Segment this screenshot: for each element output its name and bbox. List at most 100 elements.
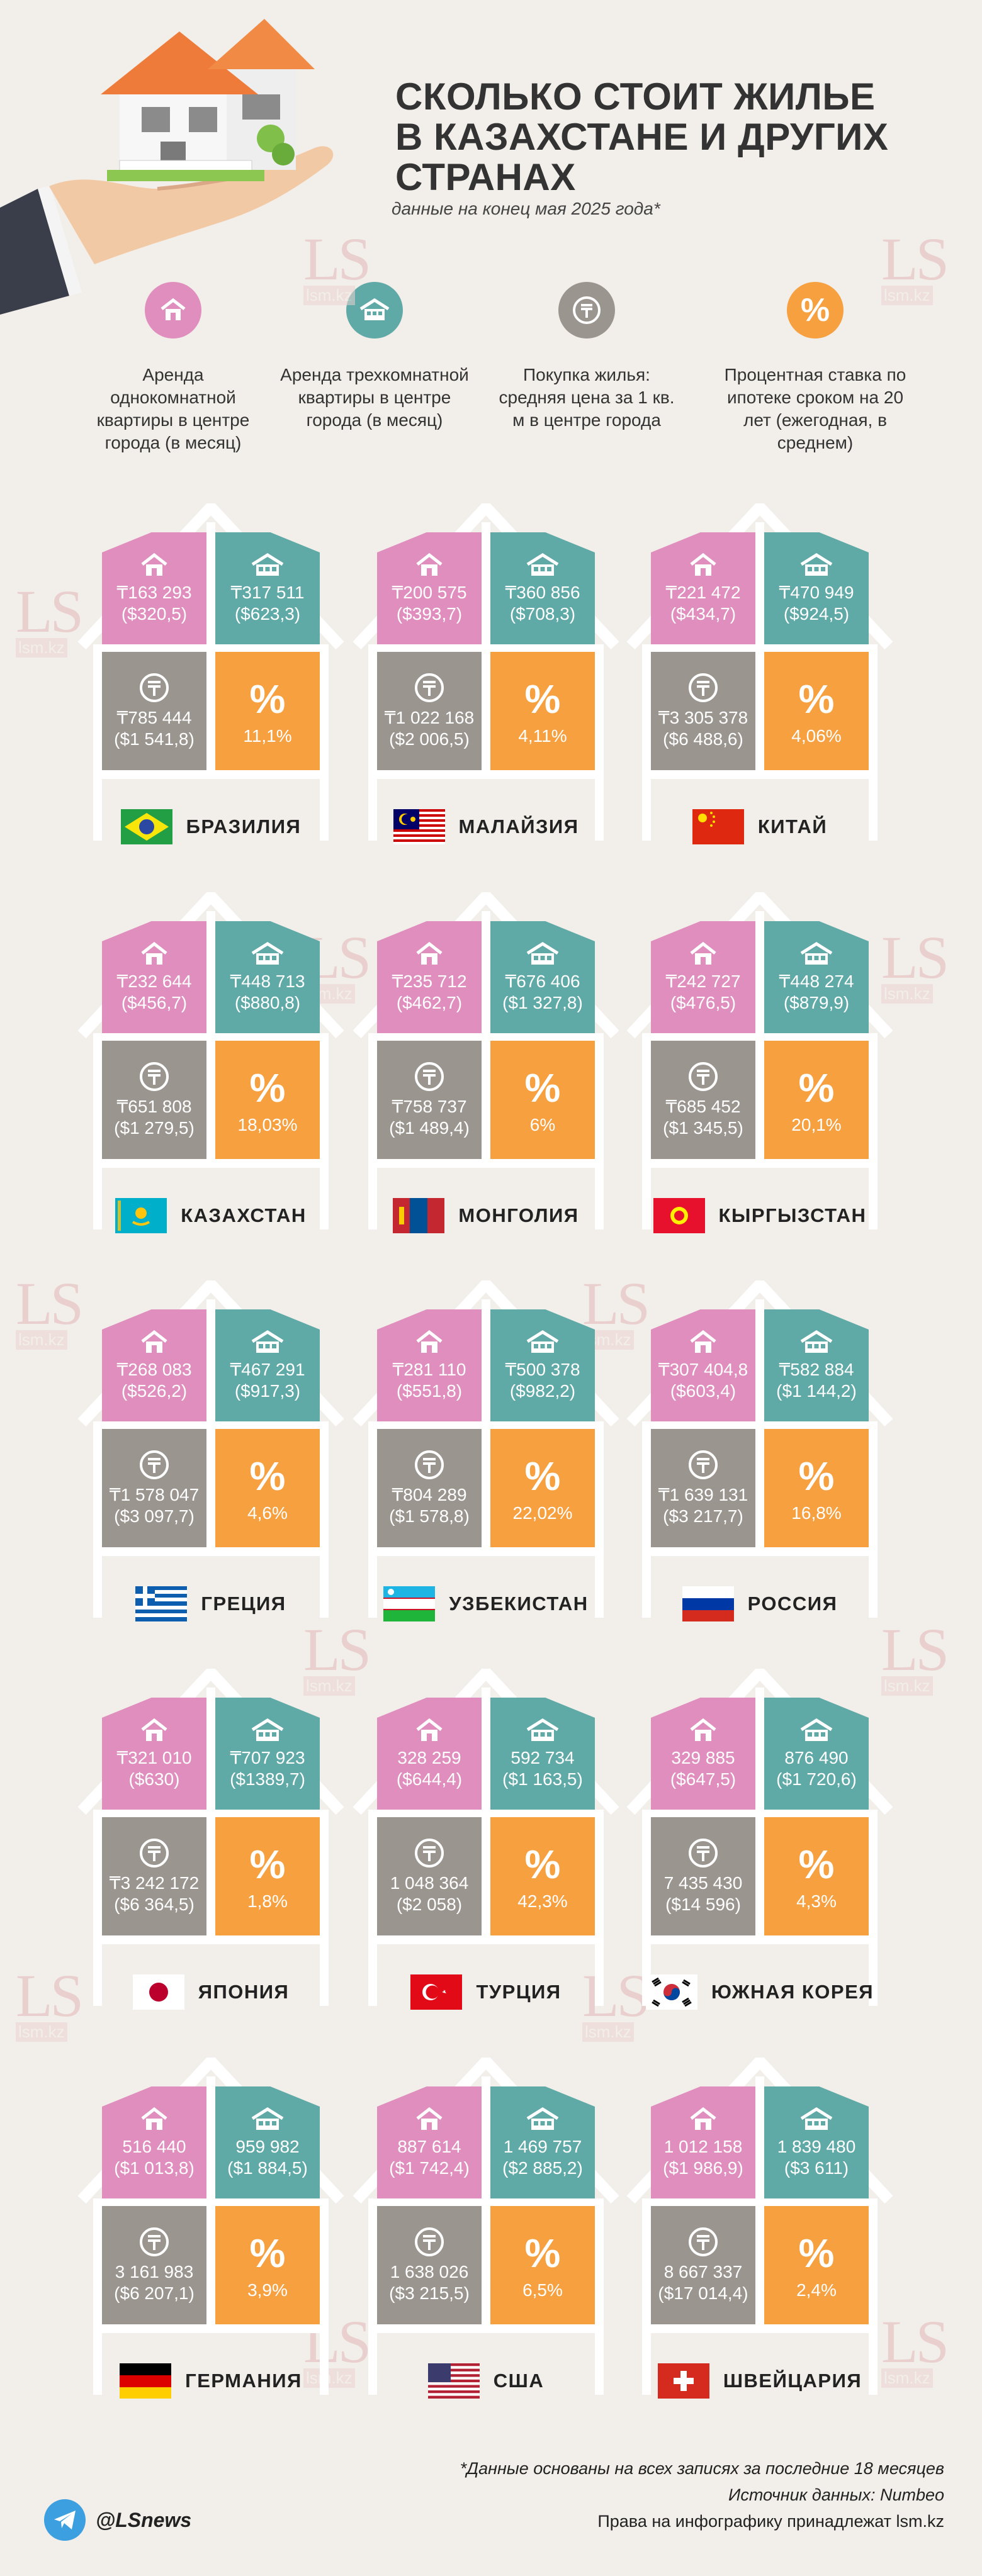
watermark-ls: LS <box>16 1962 84 2029</box>
buy-price-per-sqm: 7 435 430 ($14 596) <box>651 1817 755 1935</box>
rent-three-room: ₸582 884 ($1 144,2) <box>764 1309 869 1421</box>
country-label: ТУРЦИЯ <box>349 1974 623 2010</box>
house-small-icon <box>141 552 167 576</box>
buy-price-kzt: ₸3 242 172 <box>109 1873 200 1893</box>
flag-russia-icon <box>682 1586 748 1621</box>
rent-three-room-usd: ($1 327,8) <box>502 993 583 1012</box>
buy-price-usd: ($1 578,8) <box>389 1506 470 1526</box>
house-small-icon <box>416 941 443 965</box>
buy-price-kzt: 1 048 364 <box>390 1873 469 1893</box>
house-small-icon <box>690 2107 716 2130</box>
rent-three-room: ₸470 949 ($924,5) <box>764 532 869 644</box>
title-line-3: странах <box>395 156 576 198</box>
buy-price-kzt: 7 435 430 <box>663 1873 743 1893</box>
buy-price-usd: ($1 489,4) <box>389 1118 470 1138</box>
rent-one-room: ₸242 727 ($476,5) <box>651 921 755 1033</box>
telegram-link[interactable]: @LSnews <box>44 2499 191 2541</box>
rent-three-room-usd: ($3 611) <box>784 2158 849 2178</box>
country-card-mongolia: ₸235 712 ($462,7) ₸676 406 ($1 327,8) ₸758 7… <box>349 892 623 1238</box>
tenge-coin-icon <box>415 673 444 702</box>
rent-three-room: 1 469 757 ($2 885,2) <box>490 2086 595 2198</box>
legend-text: Аренда однокомнатной квартиры в центре г… <box>96 365 250 452</box>
buy-price-kzt: ₸785 444 <box>116 708 192 727</box>
house-large-icon <box>800 553 833 576</box>
mortgage-rate-value: 42,3% <box>517 1891 568 1911</box>
rent-three-room-usd: ($623,3) <box>234 604 301 624</box>
rent-one-room-kzt: ₸235 712 <box>392 972 467 991</box>
country-name: РОССИЯ <box>747 1593 838 1615</box>
flag-switzerland-icon <box>657 2363 723 2399</box>
house-large-icon <box>800 1330 833 1353</box>
rent-three-room-kzt: 1 469 757 <box>503 2137 582 2156</box>
rent-one-room-kzt: 329 885 <box>671 1748 735 1767</box>
rent-one-room-kzt: ₸221 472 <box>665 583 741 602</box>
buy-price-usd: ($1 279,5) <box>114 1118 195 1138</box>
percent-icon: % <box>524 1453 561 1499</box>
tenge-coin-icon <box>689 2227 718 2256</box>
legend-one-room: Аренда однокомнатной квартиры в центре г… <box>79 282 268 454</box>
rent-one-room-usd: ($526,2) <box>121 1381 188 1401</box>
house-small-icon <box>141 1718 167 1741</box>
percent-icon: % <box>524 676 561 722</box>
country-label: ЯПОНИЯ <box>74 1974 347 2010</box>
rent-three-room-usd: ($1 163,5) <box>502 1769 583 1789</box>
rent-one-room-kzt: ₸242 727 <box>665 972 741 991</box>
rent-three-room-kzt: 592 734 <box>511 1748 575 1767</box>
rent-one-room-kzt: ₸321 010 <box>116 1748 192 1767</box>
rent-three-room-kzt: ₸360 856 <box>505 583 580 602</box>
country-label: МАЛАЙЗИЯ <box>349 809 623 844</box>
hero-illustration <box>0 0 353 315</box>
house-small-icon <box>141 2107 167 2130</box>
house-large-icon <box>526 553 559 576</box>
rent-three-room: ₸448 274 ($879,9) <box>764 921 869 1033</box>
watermark-logo: LS lsm.kz <box>16 1274 84 1350</box>
rent-three-room-usd: ($2 885,2) <box>502 2158 583 2178</box>
percent-icon: % <box>798 1065 835 1111</box>
watermark-url: lsm.kz <box>16 1330 67 1350</box>
mortgage-rate: % 4,06% <box>764 652 869 770</box>
buy-price-per-sqm: 8 667 337 ($17 014,4) <box>651 2206 755 2324</box>
rent-one-room-usd: ($647,5) <box>670 1769 736 1789</box>
mortgage-rate: % 6,5% <box>490 2206 595 2324</box>
mortgage-rate-value: 11,1% <box>243 726 292 746</box>
buy-price-usd: ($6 207,1) <box>114 2283 195 2303</box>
percent-icon: % <box>249 676 286 722</box>
country-card-russia: ₸307 404,8 ($603,4) ₸582 884 ($1 144,2) ₸1 6… <box>623 1280 896 1627</box>
flag-uzbekistan-icon <box>383 1586 449 1621</box>
country-name: ГРЕЦИЯ <box>201 1593 286 1615</box>
data-source: Источник данных: Numbeo <box>728 2485 944 2504</box>
mortgage-rate: % 1,8% <box>215 1817 320 1935</box>
rent-three-room: ₸676 406 ($1 327,8) <box>490 921 595 1033</box>
rent-three-room: ₸448 713 ($880,8) <box>215 921 320 1033</box>
tenge-coin-icon <box>689 1839 718 1868</box>
watermark-logo: LS lsm.kz <box>16 581 84 658</box>
house-large-icon <box>346 282 403 339</box>
rent-one-room-kzt: 887 614 <box>397 2137 461 2156</box>
house-small-icon <box>141 941 167 965</box>
mortgage-rate-value: 4,6% <box>247 1503 288 1523</box>
house-large-icon <box>251 553 284 576</box>
rent-one-room-usd: ($476,5) <box>670 993 736 1012</box>
rent-three-room-kzt: ₸470 949 <box>779 583 854 602</box>
tenge-coin-icon <box>415 1450 444 1479</box>
country-card-malaysia: ₸200 575 ($393,7) ₸360 856 ($708,3) ₸1 022 1… <box>349 503 623 849</box>
buy-price-usd: ($17 014,4) <box>658 2283 748 2303</box>
buy-price-per-sqm: ₸785 444 ($1 541,8) <box>102 652 206 770</box>
rent-one-room: ₸235 712 ($462,7) <box>377 921 482 1033</box>
rent-one-room-kzt: ₸281 110 <box>392 1360 466 1379</box>
house-large-icon <box>251 1718 284 1741</box>
tenge-coin-icon <box>140 673 169 702</box>
buy-price-kzt: ₸1 022 168 <box>384 708 475 727</box>
percent-icon: % <box>798 1842 835 1887</box>
tenge-coin-icon <box>415 1062 444 1091</box>
rent-one-room: ₸221 472 ($434,7) <box>651 532 755 644</box>
footnote: *Данные основаны на всех записях за посл… <box>460 2459 944 2478</box>
country-card-south-korea: 329 885 ($647,5) 876 490 ($1 720,6) 7 435 43… <box>623 1669 896 2015</box>
percent-icon: % <box>524 1065 561 1111</box>
mortgage-rate: % 22,02% <box>490 1429 595 1547</box>
mortgage-rate: % 16,8% <box>764 1429 869 1547</box>
copyright: Права на инфографику принадлежат lsm.kz <box>597 2512 944 2531</box>
country-name: УЗБЕКИСТАН <box>449 1593 589 1615</box>
rent-one-room-usd: ($1 742,4) <box>389 2158 470 2178</box>
rent-one-room: ₸307 404,8 ($603,4) <box>651 1309 755 1421</box>
